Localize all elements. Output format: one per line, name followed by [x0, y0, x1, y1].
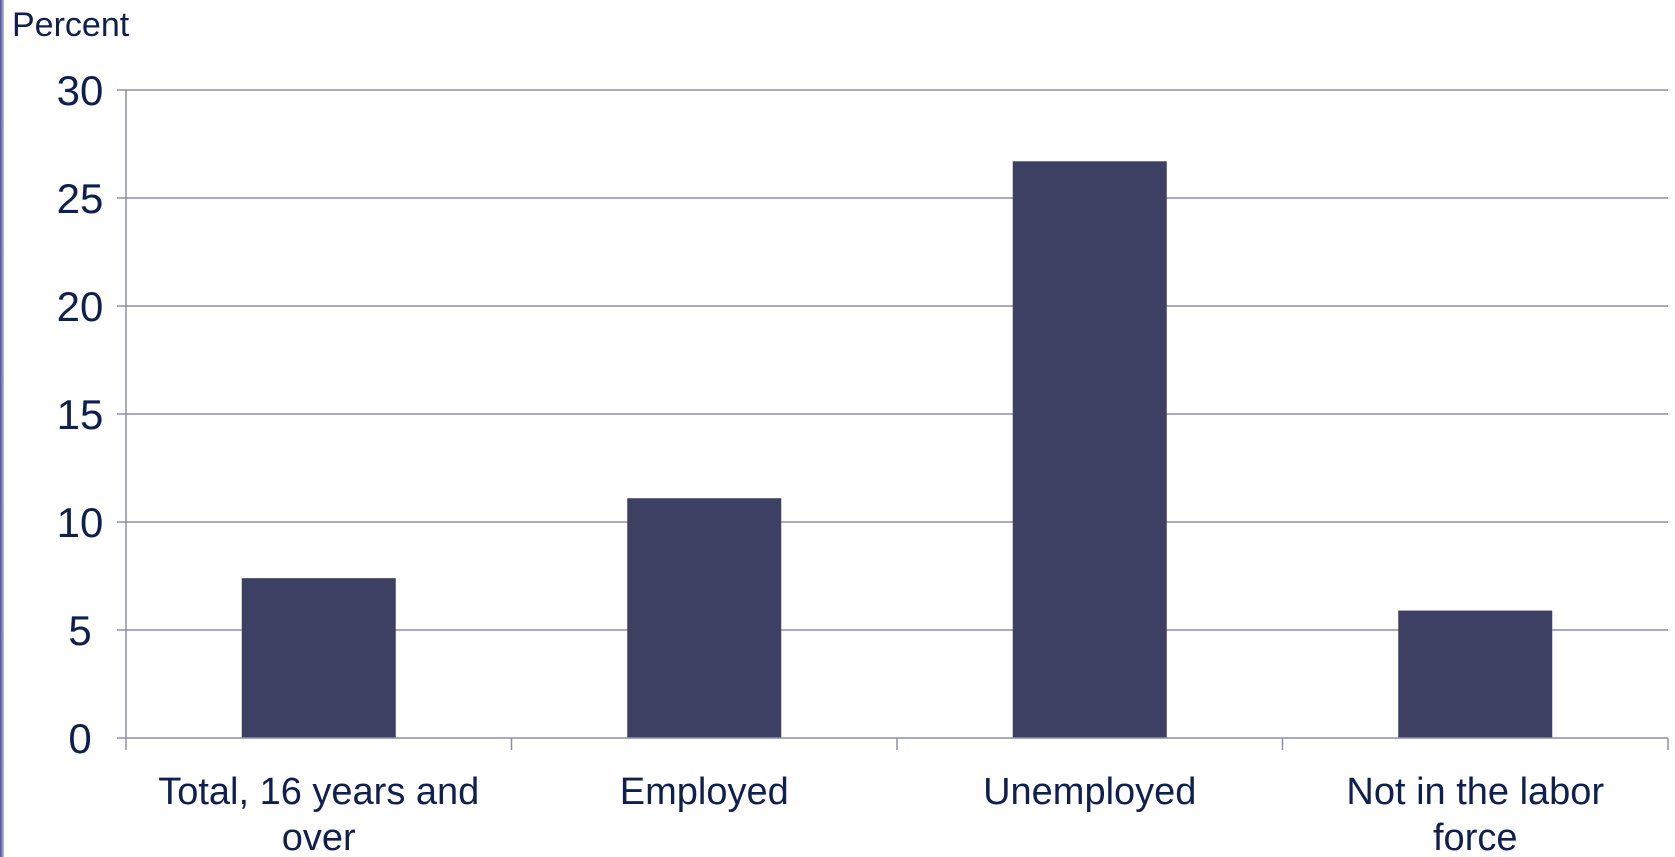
axes [125, 90, 1669, 750]
y-tick-label-30: 30 [57, 67, 104, 114]
y-tick-label-25: 25 [57, 175, 104, 222]
left-edge-accent [0, 0, 4, 857]
x-tick-labels: Total, 16 years and over Employed Unemploye… [158, 771, 1604, 857]
bar-1 [627, 498, 782, 738]
bars [241, 161, 1553, 738]
x-tick-label-1: Employed [620, 771, 789, 813]
y-tick-label-20: 20 [57, 283, 104, 330]
y-tick-label-10: 10 [57, 499, 104, 546]
y-axis-label: Percent [12, 6, 130, 44]
y-tick-label-15: 15 [57, 391, 104, 438]
x-tick-label-3: Not in the labor force [1346, 771, 1604, 857]
bar-3 [1398, 610, 1553, 738]
x-tick-label-0: Total, 16 years and over [158, 771, 479, 857]
y-tick-label-5: 5 [68, 607, 91, 654]
bar-0 [241, 578, 396, 738]
y-tick-label-0: 0 [68, 715, 91, 762]
bar-2 [1012, 161, 1167, 738]
y-tick-labels: 0 5 10 15 20 25 30 [57, 67, 104, 762]
x-tick-label-2: Unemployed [983, 771, 1196, 813]
